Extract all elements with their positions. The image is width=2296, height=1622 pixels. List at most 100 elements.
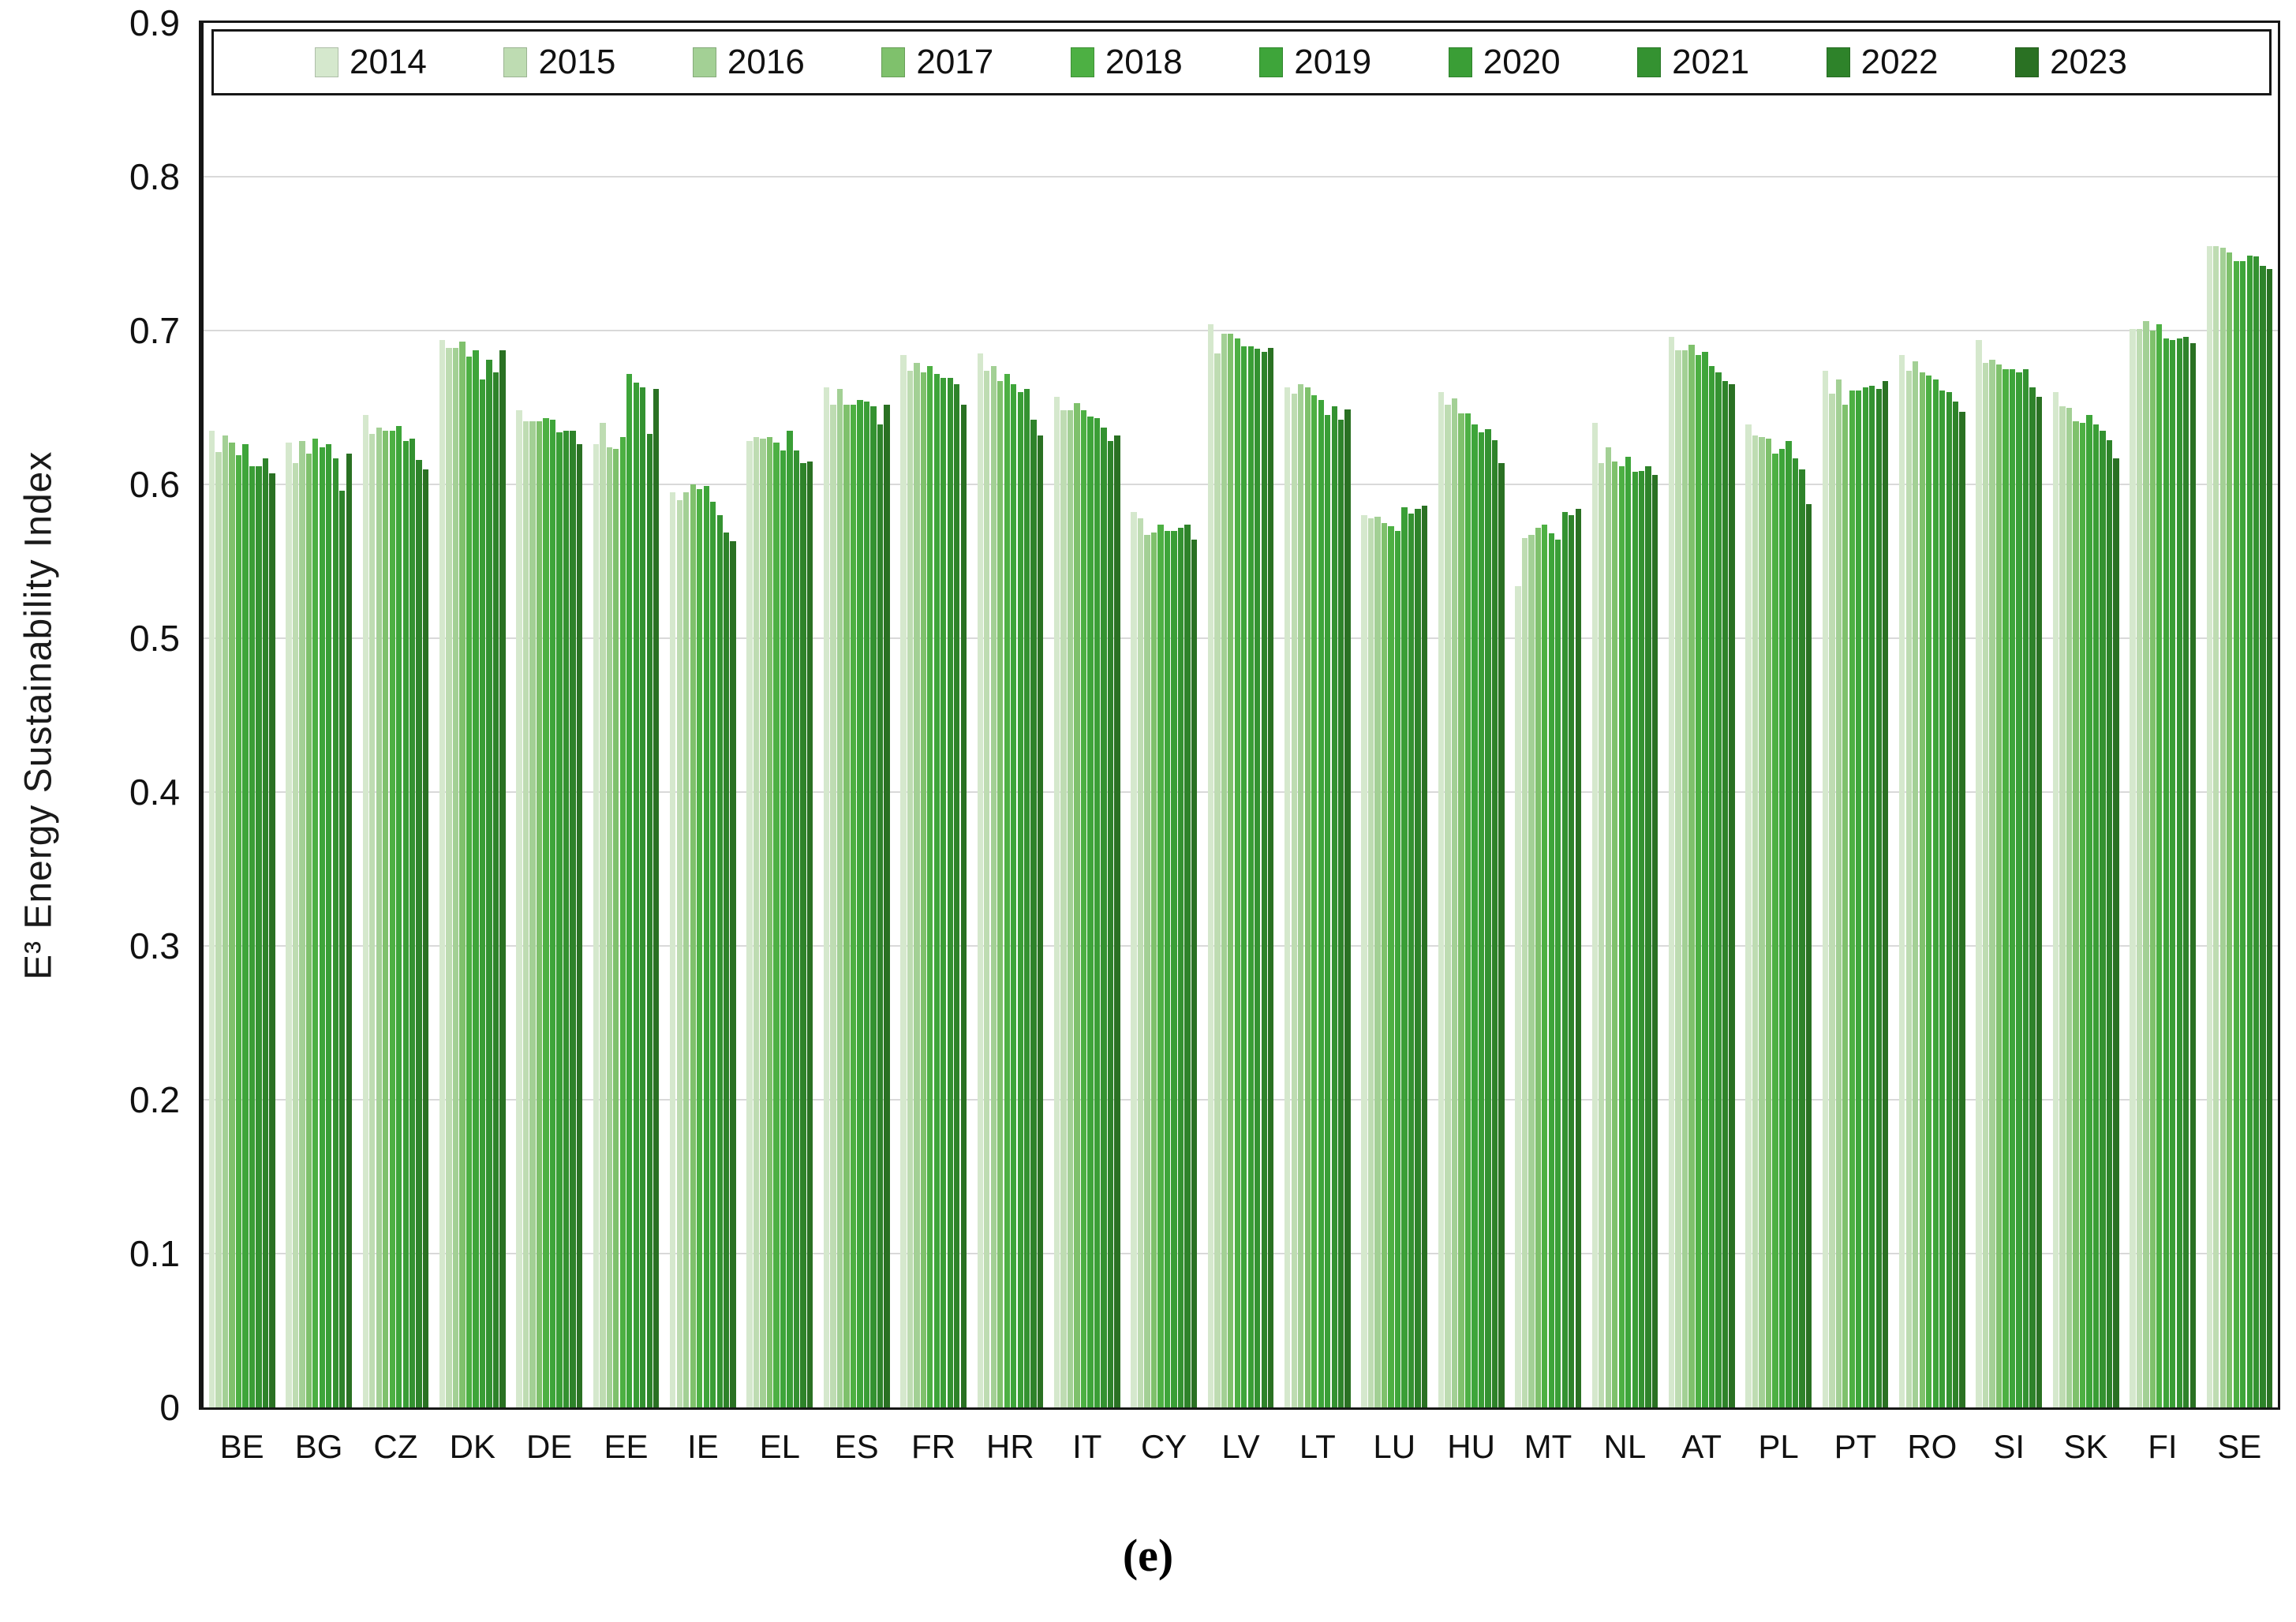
bar-PL-2021: [1792, 458, 1799, 1407]
bar-EL-2021: [793, 450, 800, 1407]
bar-EL-2023: [806, 461, 813, 1407]
bar-HR-2017: [997, 381, 1004, 1407]
legend-item-2015: 2015: [503, 43, 615, 82]
bar-EE-2020: [633, 383, 639, 1407]
bar-RO-2018: [1926, 375, 1932, 1407]
bar-IT-2014: [1053, 396, 1060, 1407]
bar-IT-2016: [1067, 410, 1074, 1407]
bar-LT-2019: [1318, 399, 1324, 1407]
x-label-NL: NL: [1603, 1428, 1647, 1465]
bar-FR-2019: [933, 373, 940, 1407]
bar-CY-2022: [1184, 524, 1191, 1407]
bar-BG-2014: [286, 443, 292, 1407]
bar-IT-2023: [1114, 435, 1120, 1407]
grid-line-0.5: [204, 637, 2278, 639]
bar-EL-2017: [766, 436, 773, 1407]
x-label-LV: LV: [1221, 1428, 1260, 1465]
bar-CZ-2021: [409, 438, 416, 1407]
bar-HU-2022: [1491, 439, 1498, 1407]
bar-MT-2015: [1521, 538, 1528, 1407]
bar-group-SK: [2047, 392, 2124, 1407]
legend-item-2021: 2021: [1637, 43, 1749, 82]
bar-FI-2021: [2176, 338, 2182, 1407]
bar-PL-2018: [1772, 454, 1778, 1407]
y-tick-0.4: 0.4: [129, 772, 180, 813]
bar-RO-2020: [1939, 391, 1946, 1407]
legend-label-2021: 2021: [1672, 43, 1750, 81]
bar-ES-2022: [877, 424, 884, 1407]
bar-FI-2018: [2156, 324, 2163, 1407]
bar-CY-2021: [1177, 527, 1184, 1407]
bar-FR-2021: [947, 378, 953, 1407]
bar-PT-2022: [1875, 389, 1882, 1407]
bar-SK-2018: [2079, 423, 2086, 1407]
bar-EL-2019: [780, 450, 787, 1407]
bar-LV-2016: [1221, 333, 1227, 1407]
bar-EE-2015: [600, 423, 606, 1407]
bar-SK-2016: [2066, 407, 2073, 1407]
bar-LV-2017: [1228, 333, 1234, 1407]
bar-HR-2020: [1017, 392, 1023, 1407]
bar-BE-2023: [269, 473, 275, 1407]
bar-SI-2022: [2029, 387, 2036, 1407]
bar-ES-2016: [836, 389, 843, 1407]
bar-PT-2016: [1835, 379, 1842, 1407]
bar-group-RO: [1894, 355, 1970, 1407]
bar-EE-2018: [619, 436, 626, 1407]
bar-CY-2023: [1191, 540, 1198, 1407]
legend-swatch-2020: [1448, 47, 1472, 77]
bar-NL-2018: [1618, 465, 1625, 1407]
bar-AT-2018: [1695, 355, 1702, 1407]
bar-FI-2020: [2170, 339, 2176, 1407]
y-tick-0.2: 0.2: [129, 1079, 180, 1120]
grid-line-0.1: [204, 1253, 2278, 1254]
legend-item-2016: 2016: [692, 43, 805, 82]
bar-DK-2019: [473, 350, 479, 1407]
bar-LV-2014: [1207, 324, 1214, 1407]
bar-IE-2017: [690, 484, 696, 1407]
bar-LV-2021: [1255, 349, 1261, 1407]
x-label-IE: IE: [687, 1428, 719, 1465]
bar-PL-2022: [1799, 469, 1805, 1407]
y-tick-0.9: 0.9: [129, 2, 180, 43]
x-label-ES: ES: [834, 1428, 879, 1465]
legend-item-2022: 2022: [1826, 43, 1939, 82]
bar-LT-2014: [1284, 387, 1291, 1407]
bar-DE-2015: [522, 421, 529, 1407]
bar-FR-2015: [907, 370, 914, 1407]
bar-SI-2021: [2022, 368, 2029, 1407]
x-label-AT: AT: [1681, 1428, 1722, 1465]
legend-swatch-2017: [881, 47, 906, 77]
bar-CY-2020: [1171, 530, 1177, 1407]
bar-LT-2016: [1298, 384, 1304, 1407]
bars-layer: [204, 23, 2278, 1407]
bar-SK-2020: [2092, 424, 2100, 1407]
bar-group-ES: [818, 387, 895, 1407]
x-label-CZ: CZ: [373, 1428, 418, 1465]
bar-group-BG: [280, 438, 357, 1407]
bar-group-EE: [588, 373, 664, 1407]
bar-group-AT: [1663, 336, 1740, 1407]
bar-CZ-2018: [389, 430, 395, 1407]
bar-AT-2014: [1668, 336, 1675, 1407]
bar-MT-2020: [1555, 540, 1561, 1407]
x-label-PL: PL: [1758, 1428, 1799, 1465]
bar-AT-2020: [1708, 365, 1715, 1407]
bar-EE-2014: [593, 444, 600, 1407]
bar-CZ-2022: [416, 459, 422, 1407]
bar-LU-2016: [1374, 517, 1381, 1407]
bar-FI-2019: [2163, 338, 2169, 1407]
bar-AT-2022: [1722, 381, 1729, 1407]
bar-PT-2018: [1849, 391, 1855, 1407]
bar-ES-2017: [843, 404, 850, 1407]
bar-SI-2014: [1976, 339, 1982, 1407]
x-label-LU: LU: [1373, 1428, 1416, 1465]
bar-DE-2018: [543, 418, 549, 1407]
bar-FI-2016: [2143, 321, 2149, 1407]
bar-EL-2015: [753, 436, 760, 1407]
bar-PL-2020: [1786, 441, 1792, 1407]
bar-FR-2018: [927, 365, 933, 1407]
bar-MT-2022: [1569, 515, 1575, 1407]
x-label-PT: PT: [1834, 1428, 1877, 1465]
bar-FR-2022: [954, 384, 960, 1407]
